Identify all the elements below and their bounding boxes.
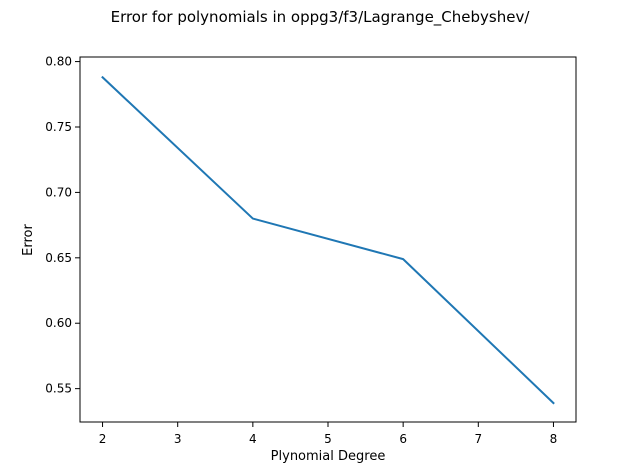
data-layer — [101, 75, 555, 405]
y-tick-label: 0.70 — [45, 185, 72, 199]
y-tick-label: 0.60 — [45, 316, 72, 330]
series-line — [101, 75, 555, 405]
x-tick-label: 7 — [474, 432, 482, 446]
x-tick-label: 5 — [324, 432, 332, 446]
y-tick-label: 0.75 — [45, 120, 72, 134]
y-tick-label: 0.55 — [45, 382, 72, 396]
y-axis-label: Error — [21, 224, 36, 256]
x-tick-label: 4 — [249, 432, 257, 446]
x-axis: 2 3 4 5 6 7 8 — [99, 422, 558, 446]
y-axis: 0.55 0.60 0.65 0.70 0.75 0.80 — [45, 55, 80, 396]
x-axis-label: Plynomial Degree — [271, 449, 386, 464]
x-tick-label: 2 — [99, 432, 107, 446]
chart-title: Error for polynomials in oppg3/f3/Lagran… — [111, 8, 531, 27]
x-tick-label: 8 — [550, 432, 558, 446]
y-tick-label: 0.80 — [45, 55, 72, 69]
x-tick-label: 6 — [399, 432, 407, 446]
y-tick-label: 0.65 — [45, 251, 72, 265]
x-tick-label: 3 — [174, 432, 182, 446]
